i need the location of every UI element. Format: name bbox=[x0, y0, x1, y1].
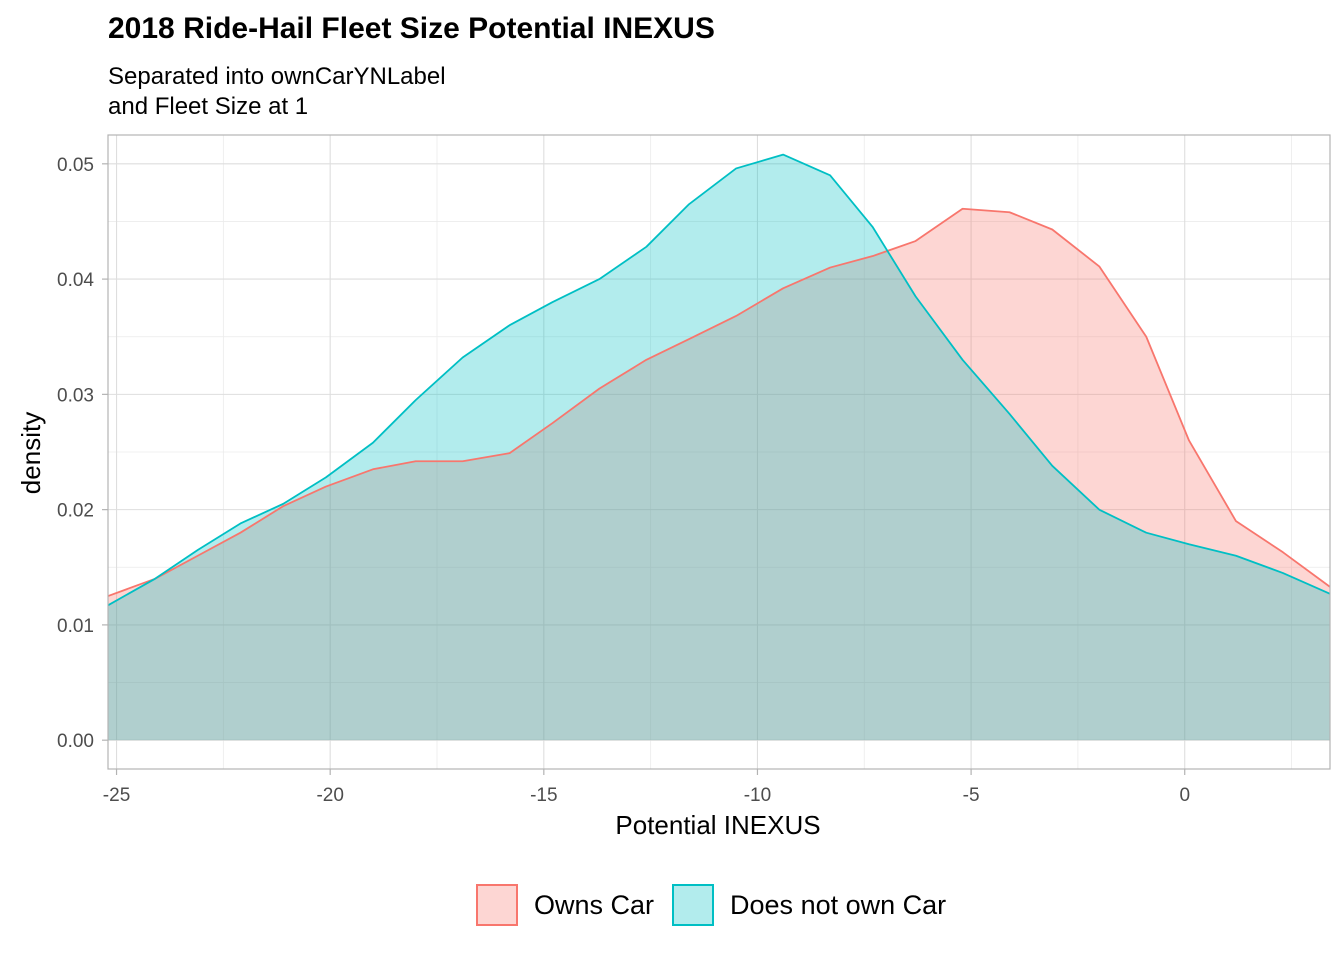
line-does-not-own-car bbox=[107, 153, 1331, 607]
chart-title: 2018 Ride-Hail Fleet Size Potential INEX… bbox=[108, 12, 715, 45]
x-tick-label: -10 bbox=[744, 785, 771, 806]
x-axis-label: Potential INEXUS bbox=[615, 810, 820, 840]
y-tick-label: 0.03 bbox=[57, 385, 94, 406]
area-owns-car bbox=[108, 208, 1330, 741]
y-axis-ticks: 0.00 0.01 0.02 0.03 0.04 0.05 bbox=[57, 155, 108, 752]
y-tick-label: 0.00 bbox=[57, 731, 94, 752]
chart-subtitle: Separated into ownCarYNLabel and Fleet S… bbox=[108, 62, 446, 122]
subtitle-line-2: and Fleet Size at 1 bbox=[108, 93, 309, 120]
y-tick-label: 0.01 bbox=[57, 616, 94, 637]
subtitle-line-1: Separated into ownCarYNLabel bbox=[108, 63, 446, 90]
legend-swatch-owns-car bbox=[476, 884, 518, 926]
panel-border bbox=[107, 134, 1331, 770]
density-areas bbox=[107, 153, 1331, 741]
legend-label-does-not-own-car: Does not own Car bbox=[730, 889, 947, 920]
legend: Owns Car Does not own Car bbox=[476, 884, 964, 926]
legend-item-owns-car: Owns Car bbox=[476, 884, 654, 926]
major-gridlines bbox=[108, 135, 1330, 769]
area-does-not-own-car bbox=[108, 154, 1330, 741]
x-tick-label: -25 bbox=[103, 785, 130, 806]
line-owns-car bbox=[107, 207, 1331, 597]
minor-gridlines bbox=[108, 135, 1330, 769]
legend-swatch-does-not-own-car bbox=[672, 884, 715, 926]
x-tick-label: -15 bbox=[530, 785, 557, 806]
y-tick-label: 0.02 bbox=[57, 501, 94, 522]
x-tick-label: 0 bbox=[1179, 785, 1190, 806]
x-tick-label: -5 bbox=[963, 785, 980, 806]
y-tick-label: 0.05 bbox=[57, 155, 94, 176]
legend-item-does-not-own-car: Does not own Car bbox=[672, 884, 946, 926]
x-axis-ticks: -25 -20 -15 -10 -5 0 bbox=[103, 769, 1190, 806]
y-axis-label: density bbox=[16, 412, 46, 494]
legend-label-owns-car: Owns Car bbox=[534, 889, 655, 920]
x-tick-label: -20 bbox=[316, 785, 343, 806]
y-tick-label: 0.04 bbox=[57, 270, 94, 291]
